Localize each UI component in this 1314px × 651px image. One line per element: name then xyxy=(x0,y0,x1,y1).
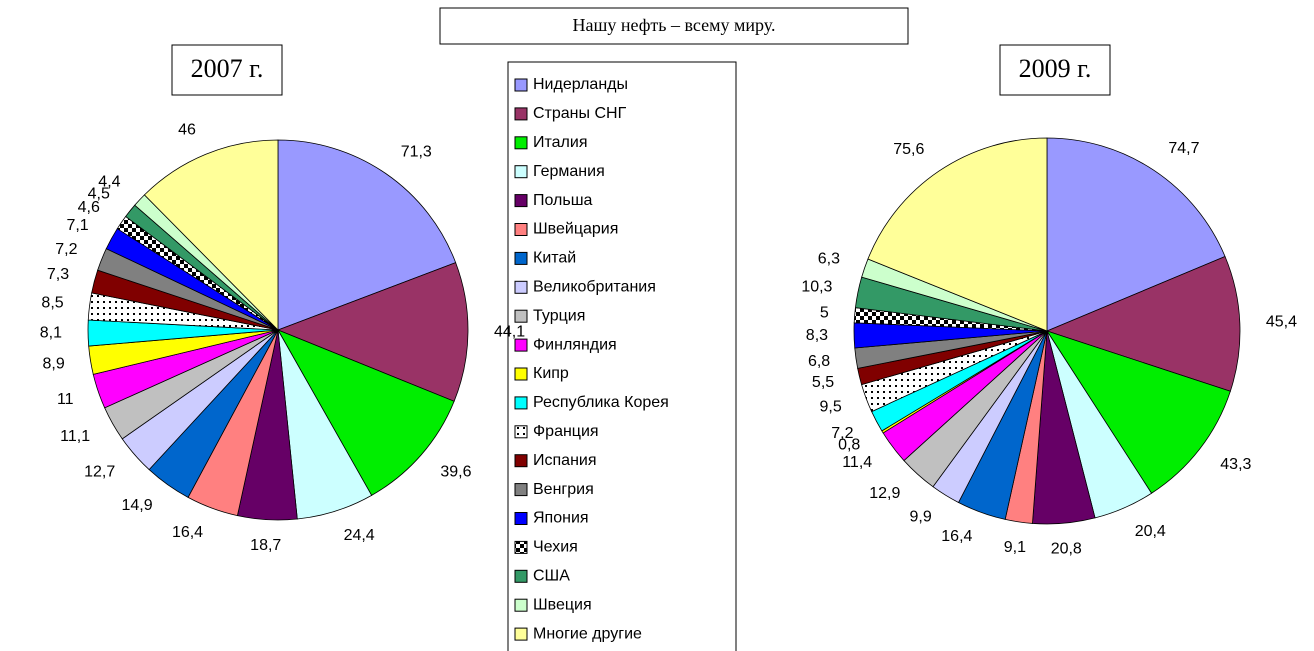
pie-slice xyxy=(143,139,279,331)
legend-swatch xyxy=(514,627,528,641)
legend-swatch xyxy=(514,223,528,236)
legend-swatch xyxy=(514,165,528,179)
data-label: 6,3 xyxy=(818,251,840,268)
legend-swatch xyxy=(514,251,528,265)
legend-swatch xyxy=(514,425,528,439)
pie-title: 2007 г. xyxy=(191,54,264,83)
data-label: 5 xyxy=(820,304,829,321)
legend-swatch xyxy=(514,367,528,381)
data-label: 11,4 xyxy=(842,454,872,471)
data-label: 8,3 xyxy=(806,327,828,344)
legend-label: Франция xyxy=(533,423,599,440)
data-label: 9,9 xyxy=(909,508,931,525)
legend-label: Германия xyxy=(533,163,605,180)
data-label: 0,8 xyxy=(838,437,860,454)
legend-label: Финляндия xyxy=(533,336,617,353)
data-label: 14,9 xyxy=(121,497,152,514)
legend-label: Испания xyxy=(533,452,597,469)
legend-swatch xyxy=(514,136,528,150)
pie-slice xyxy=(1046,330,1231,494)
legend-swatch xyxy=(514,309,528,323)
data-label: 11,1 xyxy=(60,428,90,445)
page-title: Нашу нефть – всему миру. xyxy=(573,15,776,35)
data-label: 4,5 xyxy=(88,186,110,203)
data-label: 11 xyxy=(57,391,74,408)
pie-title-box xyxy=(999,44,1111,96)
legend-swatch xyxy=(514,194,528,208)
data-label: 10,3 xyxy=(801,278,832,295)
data-label: 8,1 xyxy=(40,325,62,342)
legend-label: Италия xyxy=(533,134,587,151)
legend-label: США xyxy=(533,568,570,585)
data-label: 12,7 xyxy=(84,463,115,480)
data-label: 9,1 xyxy=(1004,539,1026,556)
data-label: 45,4 xyxy=(1266,314,1297,331)
legend-swatch xyxy=(514,569,528,583)
data-label: 46 xyxy=(178,121,196,138)
data-label: 39,6 xyxy=(440,464,471,481)
data-label: 71,3 xyxy=(401,143,432,160)
data-label: 75,6 xyxy=(893,141,924,158)
legend-swatch xyxy=(514,454,528,468)
legend-label: Швейцария xyxy=(533,221,618,238)
title-box xyxy=(439,7,909,45)
pie-title: 2009 г. xyxy=(1019,54,1092,83)
legend-swatch xyxy=(514,598,528,612)
legend-label: Многие другие xyxy=(533,625,642,642)
legend-label: Польша xyxy=(533,192,593,209)
legend-swatch xyxy=(514,280,528,294)
legend-swatch xyxy=(514,78,528,92)
legend-label: Турция xyxy=(533,307,585,324)
data-label: 7,2 xyxy=(831,425,853,442)
data-label: 20,4 xyxy=(1135,523,1166,540)
data-label: 16,4 xyxy=(941,528,972,545)
legend-label: Республика Корея xyxy=(533,394,669,411)
legend-label: Япония xyxy=(533,510,589,527)
pie-slice xyxy=(1045,255,1241,392)
legend-swatch xyxy=(514,396,528,410)
legend-swatch xyxy=(514,540,528,554)
legend-label: Венгрия xyxy=(533,481,594,498)
legend-label: Страны СНГ xyxy=(533,105,627,122)
data-label: 6,8 xyxy=(808,353,830,370)
legend-swatch xyxy=(514,483,528,497)
data-label: 8,9 xyxy=(43,356,65,373)
legend-box xyxy=(507,61,737,651)
pie-slice xyxy=(277,139,457,331)
data-label: 8,5 xyxy=(41,294,63,311)
legend-swatch xyxy=(514,512,528,525)
pie-slice xyxy=(276,262,469,402)
data-label: 7,1 xyxy=(66,217,88,234)
data-label: 4,6 xyxy=(78,199,100,216)
legend-label: Китай xyxy=(533,250,576,267)
legend-label: Нидерланды xyxy=(533,76,628,93)
data-label: 7,3 xyxy=(47,266,69,283)
pie-slice xyxy=(1046,137,1226,332)
data-label: 43,3 xyxy=(1220,456,1251,473)
pie-slice xyxy=(867,137,1048,332)
data-label: 16,4 xyxy=(172,524,203,541)
data-label: 20,8 xyxy=(1051,540,1082,557)
data-label: 44,1 xyxy=(494,324,525,341)
legend-label: Кипр xyxy=(533,365,569,382)
data-label: 74,7 xyxy=(1168,140,1199,157)
pie-slice xyxy=(277,329,455,496)
data-label: 5,5 xyxy=(812,374,834,391)
legend-label: Чехия xyxy=(533,539,578,556)
data-label: 24,4 xyxy=(344,527,375,544)
data-label: 4,4 xyxy=(98,173,120,190)
legend-label: Великобритания xyxy=(533,279,656,296)
legend-swatch xyxy=(514,338,528,352)
data-label: 7,2 xyxy=(55,241,77,258)
legend-label: Швеция xyxy=(533,596,592,613)
pie-title-box xyxy=(171,44,283,96)
data-label: 9,5 xyxy=(819,399,841,416)
data-label: 12,9 xyxy=(869,485,900,502)
data-label: 18,7 xyxy=(250,537,281,554)
legend-swatch xyxy=(514,107,528,121)
